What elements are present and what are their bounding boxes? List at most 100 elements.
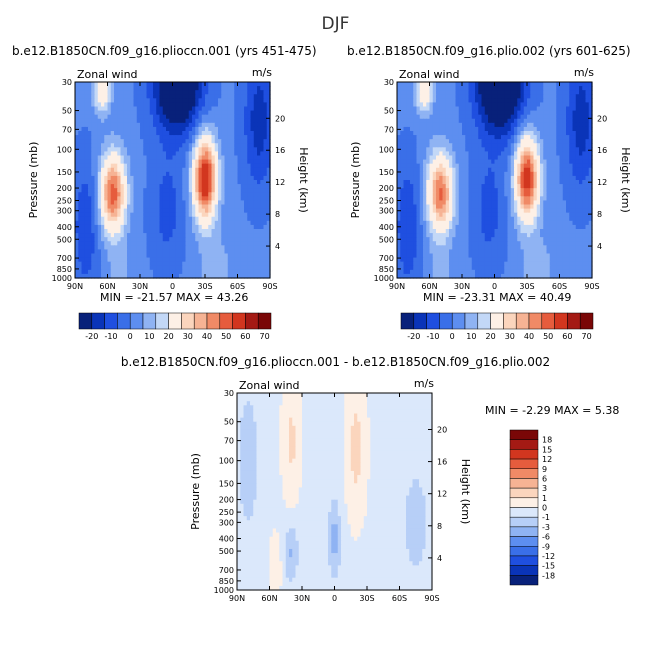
heatmap-cell: [533, 126, 538, 132]
heatmap-cell: [185, 167, 190, 173]
heatmap-cell: [488, 196, 492, 202]
heatmap-cell: [549, 118, 554, 124]
heatmap-cell: [410, 151, 414, 157]
heatmap-cell: [449, 94, 453, 99]
heatmap-cell: [553, 86, 557, 91]
heatmap-cell: [439, 167, 444, 173]
heatmap-cell: [133, 147, 138, 153]
heatmap-cell: [192, 163, 196, 169]
heatmap-cell: [510, 131, 515, 136]
heatmap-cell: [91, 257, 96, 263]
heatmap-cell: [510, 175, 515, 181]
heatmap-cell: [169, 200, 174, 206]
heatmap-cell: [497, 188, 502, 193]
heatmap-cell: [403, 200, 408, 206]
heatmap-cell: [231, 167, 235, 173]
heatmap-cell: [494, 86, 499, 91]
heatmap-cell: [546, 110, 551, 116]
heatmap-cell: [104, 98, 109, 104]
heatmap-cell: [146, 224, 151, 230]
heatmap-cell: [445, 94, 450, 99]
heatmap-cell: [497, 171, 502, 177]
heatmap-cell: [146, 184, 151, 189]
heatmap-cell: [224, 233, 229, 238]
heatmap-cell: [133, 188, 138, 193]
heatmap-cell: [536, 159, 541, 165]
heatmap-cell: [419, 82, 424, 87]
heatmap-cell: [107, 151, 112, 157]
heatmap-cell: [201, 204, 206, 210]
heatmap-cell: [439, 118, 444, 124]
heatmap-cell: [185, 110, 190, 116]
heatmap-cell: [231, 131, 235, 136]
heatmap-cell: [575, 192, 580, 197]
heatmap-cell: [224, 261, 229, 267]
heatmap-cell: [439, 82, 444, 87]
heatmap-cell: [452, 200, 457, 206]
heatmap-cell: [575, 171, 580, 177]
heatmap-cell: [410, 102, 414, 108]
heatmap-cell: [546, 98, 551, 104]
heatmap-cell: [247, 114, 252, 120]
heatmap-cell: [582, 143, 587, 148]
heatmap-cell: [182, 135, 187, 140]
heatmap-cell: [130, 212, 135, 218]
y-tick-label: 300: [57, 207, 72, 216]
heatmap-cell: [130, 155, 135, 161]
heatmap-cell: [510, 94, 515, 99]
heatmap-cell: [543, 204, 548, 210]
heatmap-cell: [133, 139, 138, 144]
heatmap-cell: [201, 102, 206, 108]
heatmap-cell: [192, 249, 196, 255]
heatmap-cell: [166, 98, 170, 104]
heatmap-cell: [257, 257, 261, 263]
heatmap-cell: [117, 151, 122, 157]
heatmap-cell: [579, 147, 583, 153]
heatmap-cell: [559, 180, 564, 185]
heatmap-cell: [468, 98, 473, 104]
heatmap-cell: [208, 167, 213, 173]
heatmap-cell: [403, 180, 408, 185]
heatmap-cell: [159, 171, 164, 177]
heatmap-cell: [432, 212, 437, 218]
heatmap-cell: [169, 90, 174, 95]
heatmap-cell: [403, 135, 408, 140]
heatmap-cell: [107, 106, 112, 112]
heatmap-cell: [97, 212, 102, 218]
heatmap-cell: [237, 196, 242, 202]
heatmap-cell: [507, 204, 512, 210]
heatmap-cell: [406, 184, 411, 189]
heatmap-cell: [198, 220, 203, 226]
heatmap-cell: [423, 126, 427, 132]
heatmap-cell: [162, 212, 167, 218]
heatmap-cell: [497, 86, 502, 91]
heatmap-cell: [549, 188, 554, 193]
heatmap-cell: [579, 155, 583, 161]
heatmap-cell: [221, 241, 226, 246]
heatmap-cell: [172, 163, 177, 169]
heatmap-cell: [143, 253, 148, 259]
heatmap-cell: [579, 106, 583, 112]
heatmap-cell: [240, 131, 245, 136]
heatmap-cell: [520, 106, 525, 112]
heatmap-cell: [88, 126, 92, 132]
heatmap-cell: [244, 253, 248, 259]
heatmap-cell: [91, 224, 96, 230]
heatmap-cell: [237, 106, 242, 112]
heatmap-cell: [514, 131, 518, 136]
heatmap-cell: [81, 98, 86, 104]
heatmap-cell: [237, 257, 242, 263]
heatmap-cell: [247, 188, 252, 193]
heatmap-cell: [75, 220, 79, 226]
heatmap-cell: [536, 147, 541, 153]
heatmap-cell: [572, 212, 577, 218]
heatmap-cell: [172, 180, 177, 185]
heatmap-cell: [214, 273, 219, 279]
heatmap-cell: [136, 204, 141, 210]
heatmap-cell: [127, 212, 131, 218]
heatmap-cell: [575, 204, 580, 210]
heatmap-cell: [406, 159, 411, 165]
heatmap-cell: [247, 135, 252, 140]
heatmap-cell: [429, 147, 434, 153]
heatmap-cell: [231, 151, 235, 157]
